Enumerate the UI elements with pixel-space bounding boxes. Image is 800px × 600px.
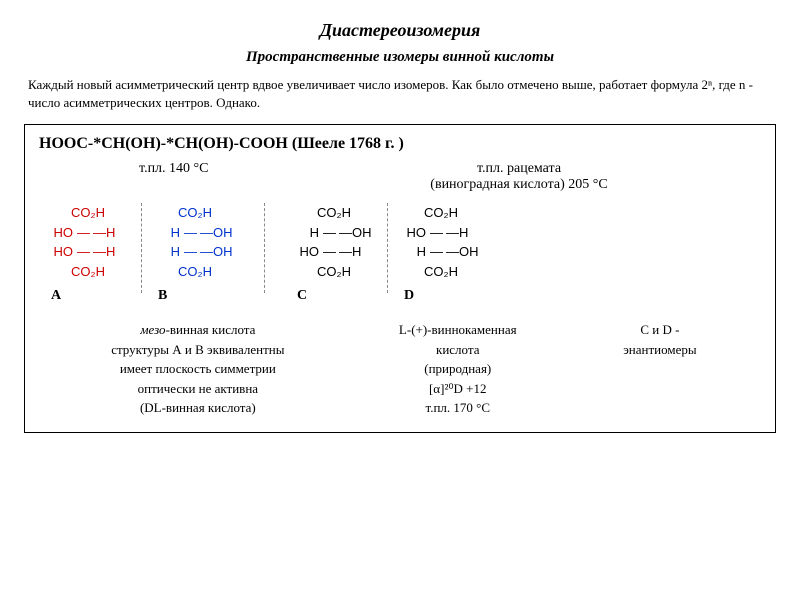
d-bot: CO₂H: [400, 262, 482, 282]
a-r2l: HO: [47, 242, 73, 262]
cap1-l4: оптически не активна: [39, 379, 357, 399]
formula-header: HOOC-*CH(OH)-*CH(OH)-COOH (Шееле 1768 г.…: [39, 135, 761, 153]
intro-text: Каждый новый асимметрический центр вдвое…: [20, 76, 780, 112]
page-title: Диастереоизомерия: [20, 20, 780, 41]
a-r1r: —H: [93, 223, 129, 243]
c-r2l: HO: [293, 242, 319, 262]
cap1-l3: имеет плоскость симметрии: [39, 359, 357, 379]
a-r2r: —H: [93, 242, 129, 262]
caption-meso: мезо-мезо-винная кислотавинная кислота с…: [39, 320, 357, 418]
a-r1l: HO: [47, 223, 73, 243]
d-r2m: —: [426, 242, 446, 262]
cap2-l1: L-(+)-виннокаменная: [357, 320, 559, 340]
cap1-l2: структуры А и В эквивалентны: [39, 340, 357, 360]
page-subtitle: Пространственные изомеры винной кислоты: [20, 49, 780, 66]
b-r2l: H: [154, 242, 180, 262]
a-r1m: —: [73, 223, 93, 243]
a-r2m: —: [73, 242, 93, 262]
cap1-l5: (DL-винная кислота): [39, 398, 357, 418]
b-top: CO₂H: [154, 203, 236, 223]
d-r1l: HO: [400, 223, 426, 243]
b-r1l: H: [154, 223, 180, 243]
structure-b: CO₂H H — —OH H — —OH CO₂H B: [146, 203, 244, 306]
d-top: CO₂H: [400, 203, 482, 223]
d-r2l: H: [400, 242, 426, 262]
b-r2r: —OH: [200, 242, 236, 262]
divider-cd: [387, 203, 388, 293]
caption-l-acid: L-(+)-виннокаменная кислота (природная) …: [357, 320, 559, 418]
cap3-l2: энантиомеры: [559, 340, 761, 360]
structure-c: CO₂H H — —OH HO — —H CO₂H C: [285, 203, 383, 306]
tp-left: т.пл. 140 °С: [139, 161, 339, 193]
b-r2m: —: [180, 242, 200, 262]
diagram-container: HOOC-*CH(OH)-*CH(OH)-COOH (Шееле 1768 г.…: [24, 124, 776, 433]
divider-ab: [141, 203, 142, 293]
label-a: A: [51, 285, 61, 306]
tp-right-line2: (виноградная кислота) 205 °С: [369, 177, 669, 193]
structure-a: CO₂H HO — —H HO — —H CO₂H A: [39, 203, 137, 306]
cap2-l4: [α]²⁰D +12: [357, 379, 559, 399]
c-r1l: H: [293, 223, 319, 243]
d-r1m: —: [426, 223, 446, 243]
c-r1r: —OH: [339, 223, 375, 243]
tp-right: т.пл. рацемата (виноградная кислота) 205…: [369, 161, 669, 193]
d-r1r: —H: [446, 223, 482, 243]
cap3-l1: C и D -: [559, 320, 761, 340]
b-r1m: —: [180, 223, 200, 243]
c-r2r: —H: [339, 242, 375, 262]
cap2-l5: т.пл. 170 °С: [357, 398, 559, 418]
melting-point-row: т.пл. 140 °С т.пл. рацемата (виноградная…: [39, 161, 761, 193]
divider-bc: [264, 203, 265, 293]
c-top: CO₂H: [293, 203, 375, 223]
structure-d: CO₂H HO — —H H — —OH CO₂H D: [392, 203, 490, 306]
label-c: C: [297, 285, 307, 306]
c-bot: CO₂H: [293, 262, 375, 282]
label-d: D: [404, 285, 414, 306]
tp-right-line1: т.пл. рацемата: [369, 161, 669, 177]
structures-row: CO₂H HO — —H HO — —H CO₂H A CO₂H H — —OH: [39, 203, 761, 306]
cap1-l1: мезо-мезо-винная кислотавинная кислота: [39, 320, 357, 340]
cap2-l2: кислота: [357, 340, 559, 360]
cap2-l3: (природная): [357, 359, 559, 379]
a-bot: CO₂H: [47, 262, 129, 282]
a-top: CO₂H: [47, 203, 129, 223]
b-r1r: —OH: [200, 223, 236, 243]
caption-enantiomers: C и D - энантиомеры: [559, 320, 761, 418]
b-bot: CO₂H: [154, 262, 236, 282]
c-r1m: —: [319, 223, 339, 243]
label-b: B: [158, 285, 167, 306]
d-r2r: —OH: [446, 242, 482, 262]
c-r2m: —: [319, 242, 339, 262]
captions-row: мезо-мезо-винная кислотавинная кислота с…: [39, 320, 761, 418]
